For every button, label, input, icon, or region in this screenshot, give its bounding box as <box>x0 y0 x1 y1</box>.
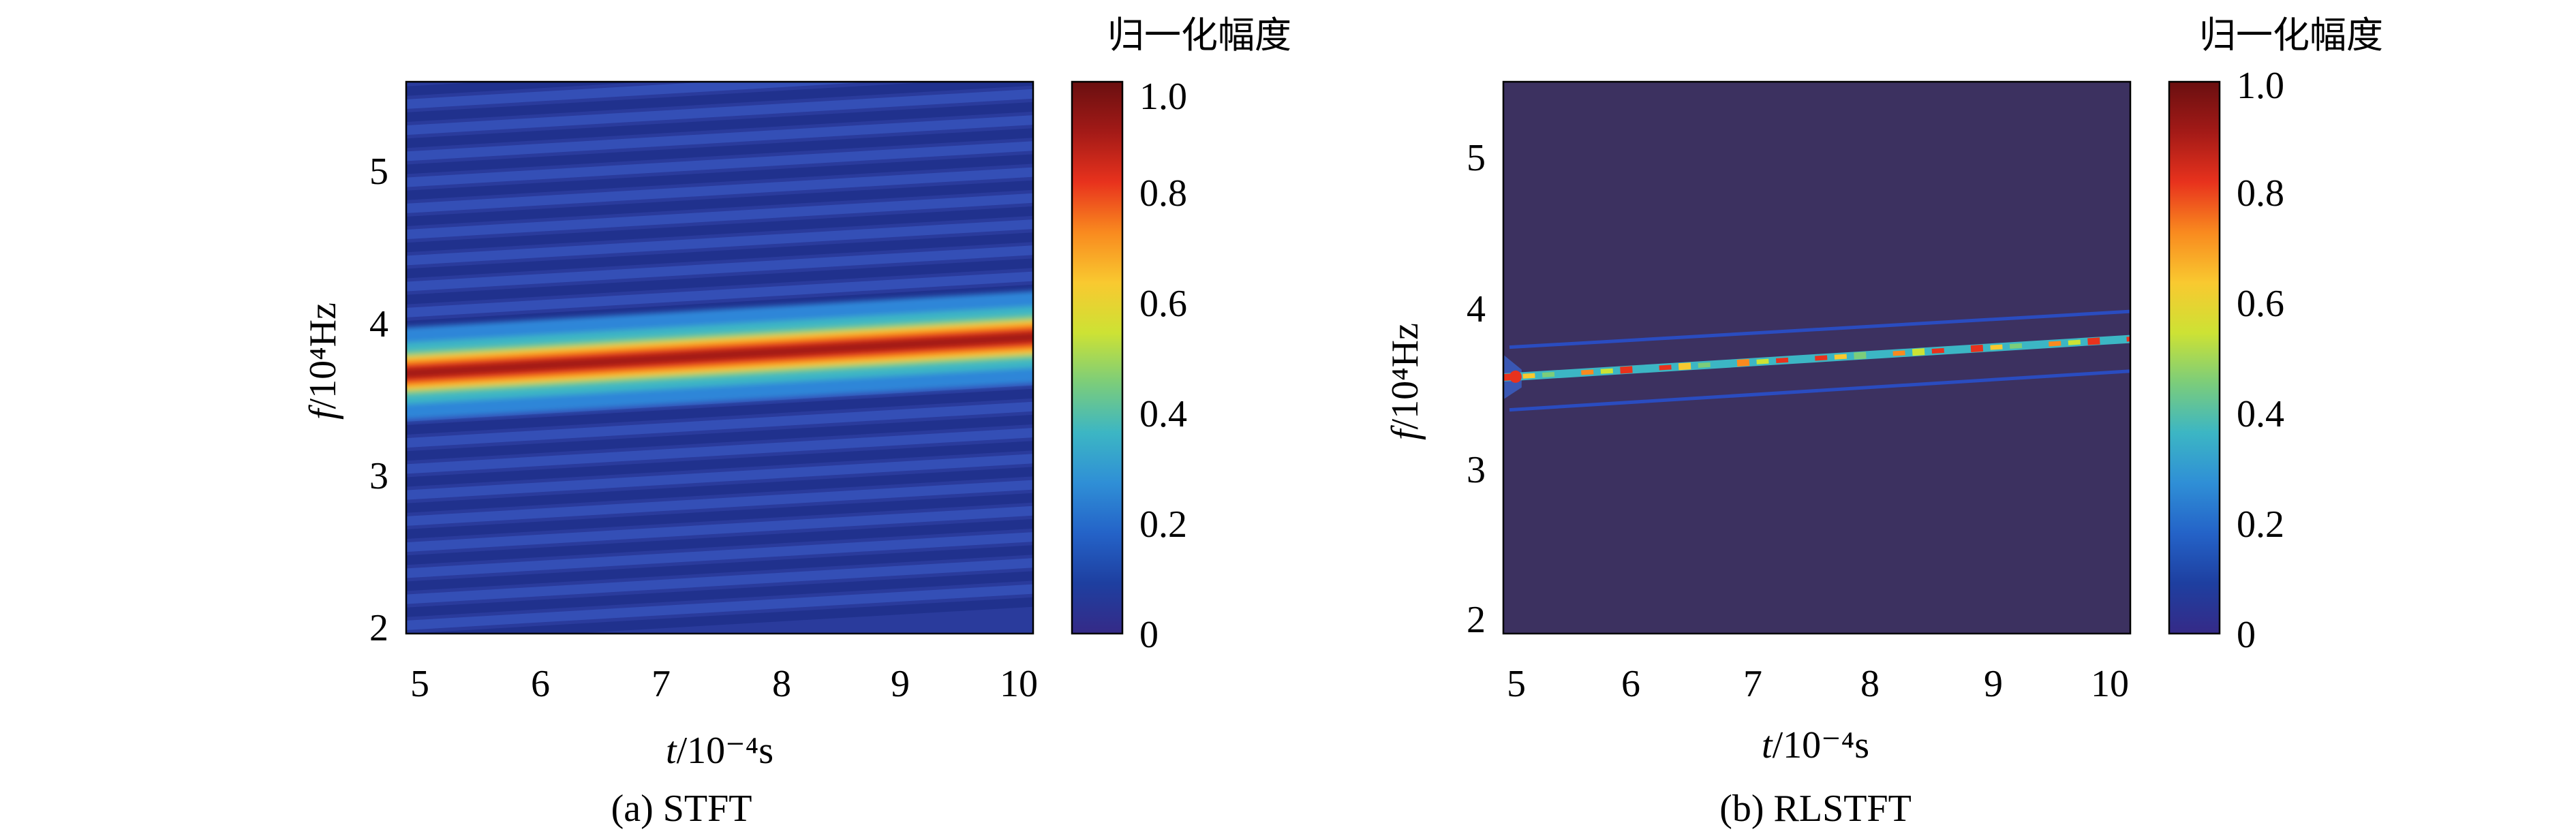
x-tick-label: 7 <box>1743 663 1762 705</box>
ridge-segment <box>1854 355 1867 356</box>
colorbar-tick-label: 0.2 <box>2237 503 2284 546</box>
ridge-segment <box>1873 354 1886 355</box>
y-axis-label: f/10⁴Hz <box>1384 323 1426 440</box>
x-tick-label: 5 <box>1507 663 1526 705</box>
x-tick-label: 8 <box>1860 663 1880 705</box>
colorbar-gradient <box>2169 82 2220 634</box>
ridge-segment <box>1893 353 1905 354</box>
x-tick-label: 6 <box>531 663 550 705</box>
y-tick-label: 2 <box>1467 599 1486 641</box>
colorbar-tick-label: 1.0 <box>2237 65 2284 107</box>
y-tick-label: 5 <box>369 151 388 193</box>
y-axis-label: f/10⁴Hz <box>302 302 344 420</box>
x-tick-label: 10 <box>1000 663 1038 705</box>
colorbar-b: 归一化幅度 0 0.2 0.4 0.6 0.8 1.0 <box>2169 15 2383 656</box>
colorbar-tick-label: 0.8 <box>1139 172 1187 215</box>
x-axis-label: t/10⁻⁴s <box>666 730 773 772</box>
x-axis-b: 5 6 7 8 9 10 t/10⁻⁴s <box>1507 663 2129 766</box>
ridge-segment <box>2049 343 2061 344</box>
y-tick-label: 5 <box>1467 137 1486 179</box>
colorbar-tick-label: 0 <box>1139 614 1159 656</box>
heatmap-a <box>406 24 1033 643</box>
ridge-segment <box>2107 340 2119 341</box>
ridge-segment <box>1562 373 1574 374</box>
colorbar-tick-label: 0.8 <box>2237 172 2284 215</box>
colorbar-gradient <box>1072 82 1122 634</box>
colorbar-tick-label: 0.6 <box>2237 283 2284 325</box>
panel-b: 5 6 7 8 9 10 t/10⁻⁴s 2 3 4 5 f/10⁴Hz 归一化… <box>1384 15 2383 830</box>
x-tick-label: 9 <box>891 663 910 705</box>
colorbar-tick-label: 0 <box>2237 614 2256 656</box>
y-tick-label: 3 <box>369 455 388 497</box>
colorbar-tick-label: 0.4 <box>1139 393 1187 435</box>
y-tick-label: 4 <box>1467 288 1486 330</box>
ridge-segment <box>1678 366 1691 367</box>
x-tick-label: 10 <box>2091 663 2129 705</box>
ridge-segment <box>1698 364 1711 365</box>
panel-b-title: (b) RLSTFT <box>1719 788 1912 830</box>
colorbar-tick-label: 0.2 <box>1139 503 1187 546</box>
heatmap-b <box>1503 82 2130 634</box>
colorbar-tick-label: 0.4 <box>2237 393 2284 435</box>
x-axis-a: 5 6 7 8 9 10 t/10⁻⁴s <box>410 663 1038 772</box>
colorbar-title: 归一化幅度 <box>2199 15 2383 56</box>
colorbar-tick-label: 0.6 <box>1139 283 1187 325</box>
y-tick-label: 2 <box>369 607 388 649</box>
x-axis-label-variable: t <box>1762 724 1773 766</box>
x-tick-label: 9 <box>1984 663 2003 705</box>
ridge-segment <box>1971 348 1983 349</box>
ridge-segment <box>1757 361 1769 362</box>
y-axis-label-unit: /10⁴Hz <box>1384 323 1426 429</box>
x-tick-label: 5 <box>410 663 429 705</box>
y-tick-label: 4 <box>369 303 388 345</box>
ridge-segment <box>1796 359 1808 360</box>
colorbar-tick-label: 1.0 <box>1139 76 1187 118</box>
ridge-segment <box>1523 375 1535 376</box>
ridge-segment <box>1621 369 1633 370</box>
ridge-segment <box>1951 349 1963 350</box>
ridge-segment <box>1659 367 1672 368</box>
ridge-segment <box>1932 350 1944 351</box>
ridge-segment <box>1581 372 1593 373</box>
heatmap-stripe <box>406 24 1033 69</box>
colorbar-a: 归一化幅度 0 0.2 0.4 0.6 0.8 1.0 <box>1072 15 1291 656</box>
colorbar-title: 归一化幅度 <box>1107 15 1291 56</box>
panel-a-title: (a) STFT <box>611 788 752 830</box>
y-axis-label-unit: /10⁴Hz <box>302 302 344 409</box>
x-axis-label: t/10⁻⁴s <box>1762 724 1869 766</box>
ridge-segment <box>1835 356 1847 357</box>
ridge-segment <box>1737 362 1749 363</box>
y-axis-b: 2 3 4 5 f/10⁴Hz <box>1384 137 1486 641</box>
heatmap-stripe <box>406 37 1033 82</box>
y-tick-label: 3 <box>1467 449 1486 491</box>
x-axis-label-unit: /10⁻⁴s <box>677 730 773 772</box>
ridge-segment <box>2010 345 2022 346</box>
x-axis-label-unit: /10⁻⁴s <box>1773 724 1869 766</box>
panel-a: 5 6 7 8 9 10 t/10⁻⁴s 2 3 4 5 f/10⁴Hz 归一化… <box>302 15 1291 830</box>
ridge-segment <box>2068 342 2081 343</box>
x-tick-label: 6 <box>1621 663 1640 705</box>
x-tick-label: 8 <box>772 663 791 705</box>
x-tick-label: 7 <box>651 663 671 705</box>
x-axis-label-variable: t <box>666 730 677 772</box>
y-axis-a: 2 3 4 5 f/10⁴Hz <box>302 151 388 649</box>
ridge-segment <box>1542 374 1554 375</box>
ridge-peak <box>1509 371 1522 383</box>
